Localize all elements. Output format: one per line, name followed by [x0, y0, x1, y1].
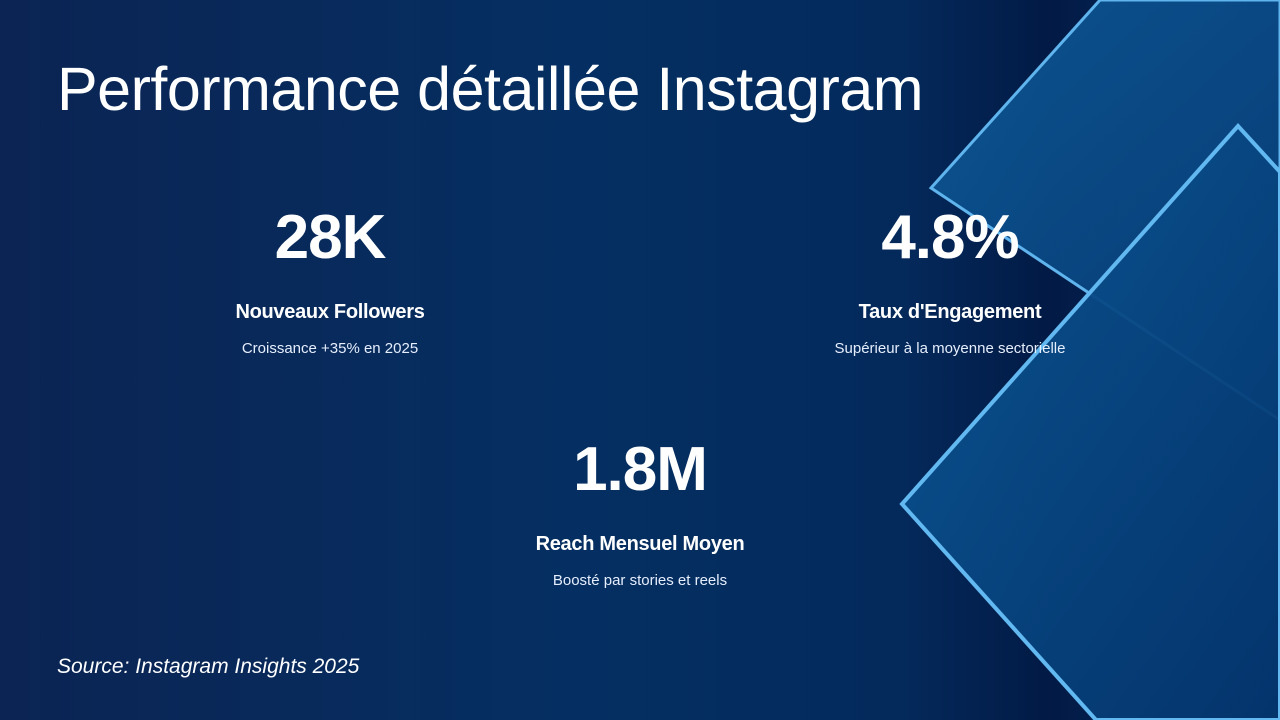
metric-description: Boosté par stories et reels [552, 572, 728, 589]
metric-value: 4.8% [881, 203, 1019, 272]
page-title: Performance détaillée Instagram [57, 55, 924, 123]
metric-label: Taux d'Engagement [858, 301, 1042, 323]
metric-value: 28K [274, 203, 387, 272]
metric-label: Nouveaux Followers [235, 301, 425, 323]
metric-label: Reach Mensuel Moyen [535, 533, 745, 555]
metric-description: Supérieur à la moyenne sectorielle [834, 340, 1066, 357]
metric-description: Croissance +35% en 2025 [241, 340, 419, 357]
metric-engagement-rate: 4.8% Taux d'Engagement Supérieur à la mo… [750, 207, 1150, 358]
metric-new-followers: 28K Nouveaux Followers Croissance +35% e… [130, 207, 530, 358]
metric-value: 1.8M [573, 435, 708, 504]
metric-monthly-reach: 1.8M Reach Mensuel Moyen Boosté par stor… [440, 439, 840, 590]
source-note: Source: Instagram Insights 2025 [57, 655, 360, 678]
